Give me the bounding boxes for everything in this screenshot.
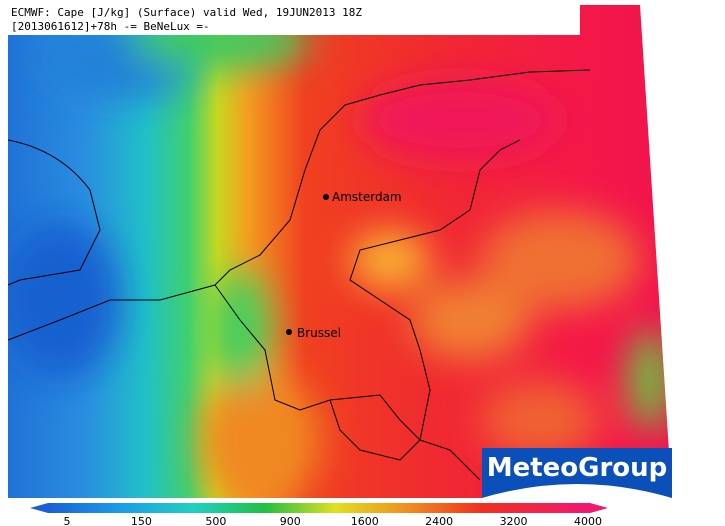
city-dot	[323, 194, 329, 200]
logo: MeteoGroup	[482, 448, 672, 498]
legend-tick-label: 1600	[351, 515, 379, 526]
city-label: Brussel	[297, 326, 341, 340]
legend-tick-label: 5	[64, 515, 71, 526]
legend-tick-label: 150	[131, 515, 152, 526]
legend-tick-label: 500	[205, 515, 226, 526]
coastlines	[8, 69, 591, 481]
legend-tick-label: 3200	[500, 515, 528, 526]
header-subtitle: [2013061612]+78h -= BeNeLux =-	[11, 20, 210, 33]
legend-tick-label: 4000	[574, 515, 602, 526]
city-label: Amsterdam	[332, 190, 402, 204]
header-title: ECMWF: Cape [J/kg] (Surface) valid Wed, …	[11, 6, 362, 19]
logo-text: MeteoGroup	[487, 453, 668, 483]
legend-tick-label: 900	[280, 515, 301, 526]
city-dot	[286, 329, 292, 335]
legend-tick-label: 2400	[425, 515, 453, 526]
color-legend	[30, 503, 608, 513]
header-box	[8, 5, 580, 35]
